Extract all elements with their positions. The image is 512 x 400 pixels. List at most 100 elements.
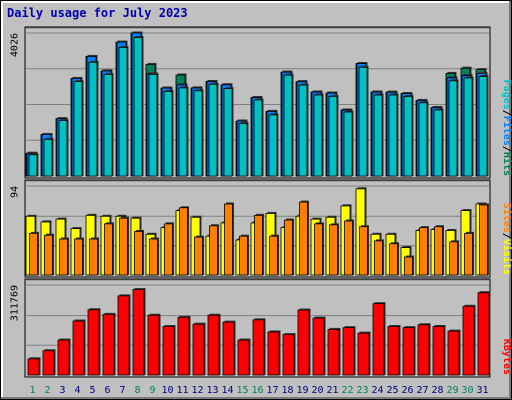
- bar-kbytes-day-2: [42, 350, 55, 376]
- bar-kbytes-day-29: [447, 330, 460, 376]
- x-tick-label-day-23: 23: [356, 385, 368, 396]
- bar-sites-day-25: [389, 243, 398, 276]
- bar-sites-day-1: [29, 232, 38, 276]
- x-tick-label-day-5: 5: [89, 385, 95, 396]
- bar-kbytes-day-7: [117, 295, 130, 376]
- bar-kbytes-day-12: [192, 323, 205, 376]
- bar-sites-day-14: [224, 203, 233, 276]
- x-tick-label-day-29: 29: [446, 385, 458, 396]
- bar-kbytes-day-22: [342, 327, 355, 376]
- x-tick-label-day-30: 30: [461, 385, 473, 396]
- bar-pages-day-16: [253, 99, 263, 177]
- bar-pages-day-27: [418, 102, 428, 177]
- bar-sites-day-18: [284, 219, 293, 276]
- bar-kbytes-day-5: [87, 309, 100, 376]
- bar-pages-day-15: [238, 123, 248, 177]
- bar-pages-day-21: [328, 96, 338, 177]
- bar-kbytes-day-21: [327, 328, 340, 376]
- bar-pages-day-3: [58, 120, 68, 177]
- x-tick-label-day-24: 24: [371, 385, 383, 396]
- bar-pages-day-31: [478, 76, 488, 177]
- x-tick-label-day-15: 15: [236, 385, 248, 396]
- bar-kbytes-day-30: [462, 305, 475, 376]
- bar-sites-day-4: [74, 238, 83, 276]
- x-tick-label-day-21: 21: [326, 385, 338, 396]
- bar-sites-day-22: [344, 220, 353, 276]
- bar-kbytes-day-19: [297, 309, 310, 376]
- bar-kbytes-day-3: [57, 339, 70, 376]
- bar-pages-day-1: [28, 154, 38, 177]
- bar-sites-day-12: [194, 236, 203, 276]
- bar-sites-day-19: [299, 201, 308, 276]
- bar-kbytes-day-4: [72, 320, 85, 376]
- bar-pages-day-26: [403, 96, 413, 177]
- x-tick-label-day-12: 12: [191, 385, 203, 396]
- bar-kbytes-day-9: [147, 314, 160, 376]
- bar-kbytes-day-23: [357, 332, 370, 376]
- x-tick-label-day-14: 14: [221, 385, 233, 396]
- y-axis-max-label: 94: [10, 186, 21, 198]
- bar-kbytes-day-26: [402, 327, 415, 376]
- x-tick-label-day-11: 11: [176, 385, 188, 396]
- legend-visits: Visits: [501, 239, 512, 275]
- bar-pages-day-24: [373, 94, 383, 177]
- bar-sites-day-2: [44, 234, 53, 276]
- bar-kbytes-day-10: [162, 326, 175, 376]
- bar-pages-day-28: [433, 109, 443, 177]
- x-tick-label-day-10: 10: [161, 385, 173, 396]
- bar-sites-day-9: [149, 238, 158, 276]
- bar-pages-day-25: [388, 94, 398, 177]
- bar-sites-day-31: [479, 204, 488, 276]
- bar-pages-day-11: [178, 87, 188, 177]
- x-tick-label-day-27: 27: [416, 385, 428, 396]
- bar-kbytes-day-31: [477, 292, 490, 376]
- bar-sites-day-10: [164, 223, 173, 276]
- bar-pages-day-6: [103, 74, 113, 177]
- legend-files: Files: [501, 116, 512, 146]
- bar-sites-day-7: [119, 217, 128, 276]
- bar-sites-day-16: [254, 214, 263, 276]
- bar-kbytes-day-25: [387, 326, 400, 376]
- bar-kbytes-day-16: [252, 319, 265, 376]
- series-legend-label: Sites/Visits: [501, 203, 512, 275]
- bar-sites-day-23: [359, 226, 368, 276]
- bar-pages-day-10: [163, 91, 173, 177]
- x-tick-label-day-26: 26: [401, 385, 413, 396]
- bar-pages-day-23: [358, 66, 368, 177]
- legend-sites: Sites: [501, 203, 512, 233]
- x-tick-label-day-2: 2: [44, 385, 50, 396]
- x-tick-label-day-1: 1: [29, 385, 35, 396]
- x-tick-label-day-28: 28: [431, 385, 443, 396]
- legend-separator: /: [501, 146, 512, 152]
- bar-kbytes-day-13: [207, 314, 220, 376]
- bar-sites-day-15: [239, 235, 248, 276]
- bar-sites-day-3: [59, 238, 68, 276]
- bar-kbytes-day-18: [282, 334, 295, 376]
- bar-kbytes-day-8: [132, 289, 145, 376]
- bar-kbytes-day-11: [177, 316, 190, 376]
- bar-sites-day-6: [104, 223, 113, 276]
- legend-hits: Hits: [501, 152, 512, 176]
- x-tick-label-day-19: 19: [296, 385, 308, 396]
- bar-pages-day-20: [313, 94, 323, 177]
- x-tick-label-day-17: 17: [266, 385, 278, 396]
- legend-kbytes: KBytes: [501, 339, 512, 375]
- x-tick-label-day-6: 6: [104, 385, 110, 396]
- bar-pages-day-17: [268, 114, 278, 177]
- bar-kbytes-day-17: [267, 331, 280, 376]
- bar-sites-day-8: [134, 231, 143, 276]
- bar-sites-day-5: [89, 238, 98, 276]
- chart-title: Daily usage for July 2023: [7, 6, 188, 20]
- y-axis-max-label: 311769: [10, 285, 21, 321]
- bar-pages-day-29: [448, 80, 458, 177]
- x-tick-label-day-31: 31: [476, 385, 488, 396]
- y-axis-max-label: 4026: [10, 33, 21, 57]
- bar-sites-day-30: [464, 232, 473, 276]
- bar-pages-day-8: [133, 37, 143, 177]
- bar-pages-day-19: [298, 84, 308, 177]
- bar-kbytes-day-20: [312, 317, 325, 376]
- bar-kbytes-day-15: [237, 339, 250, 376]
- bar-sites-day-17: [269, 235, 278, 276]
- bar-pages-day-22: [343, 111, 353, 177]
